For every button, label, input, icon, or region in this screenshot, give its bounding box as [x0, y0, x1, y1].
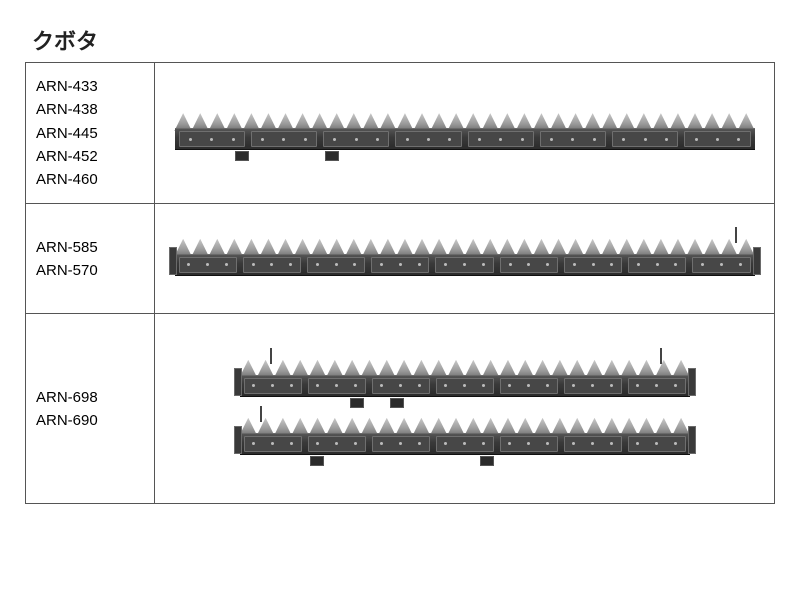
blade-illustration — [240, 360, 690, 400]
blade-illustration — [240, 418, 690, 458]
blade-lug — [390, 398, 404, 408]
image-cell — [155, 314, 775, 504]
blade-pin — [270, 348, 272, 364]
models-cell: ARN-698ARN-690 — [26, 314, 155, 504]
blade-lug — [235, 151, 249, 161]
model-number: ARN-433 — [36, 75, 144, 98]
blade-endcap — [234, 426, 242, 454]
blade-plates — [244, 378, 686, 394]
table-row: ARN-585ARN-570 — [26, 204, 775, 314]
blade-plates — [244, 436, 686, 452]
blade-lug — [325, 151, 339, 161]
blade-lug — [350, 398, 364, 408]
models-cell: ARN-433ARN-438ARN-445ARN-452ARN-460 — [26, 63, 155, 204]
model-number: ARN-452 — [36, 145, 144, 168]
blade-illustration — [175, 113, 755, 153]
blade-endcap — [234, 368, 242, 396]
blade-plates — [179, 131, 751, 147]
blade-group — [155, 221, 774, 297]
model-number: ARN-438 — [36, 98, 144, 121]
model-number: ARN-690 — [36, 409, 144, 432]
model-number: ARN-445 — [36, 122, 144, 145]
image-cell — [155, 63, 775, 204]
blade-pin — [260, 406, 262, 422]
blade-pin — [660, 348, 662, 364]
image-cell — [155, 204, 775, 314]
blade-endcap — [169, 247, 177, 275]
blade-lug — [480, 456, 494, 466]
blade-group — [155, 95, 774, 171]
blade-endcap — [688, 426, 696, 454]
blade-lug — [310, 456, 324, 466]
catalog-table: ARN-433ARN-438ARN-445ARN-452ARN-460ARN-5… — [25, 62, 775, 504]
models-cell: ARN-585ARN-570 — [26, 204, 155, 314]
blade-plates — [179, 257, 751, 273]
table-row: ARN-698ARN-690 — [26, 314, 775, 504]
model-number: ARN-460 — [36, 168, 144, 191]
page-title: クボタ — [24, 24, 776, 56]
table-row: ARN-433ARN-438ARN-445ARN-452ARN-460 — [26, 63, 775, 204]
blade-endcap — [753, 247, 761, 275]
model-number: ARN-698 — [36, 386, 144, 409]
blade-illustration — [175, 239, 755, 279]
blade-endcap — [688, 368, 696, 396]
model-number: ARN-570 — [36, 259, 144, 282]
model-number: ARN-585 — [36, 236, 144, 259]
blade-pin — [735, 227, 737, 243]
blade-group — [155, 342, 774, 476]
